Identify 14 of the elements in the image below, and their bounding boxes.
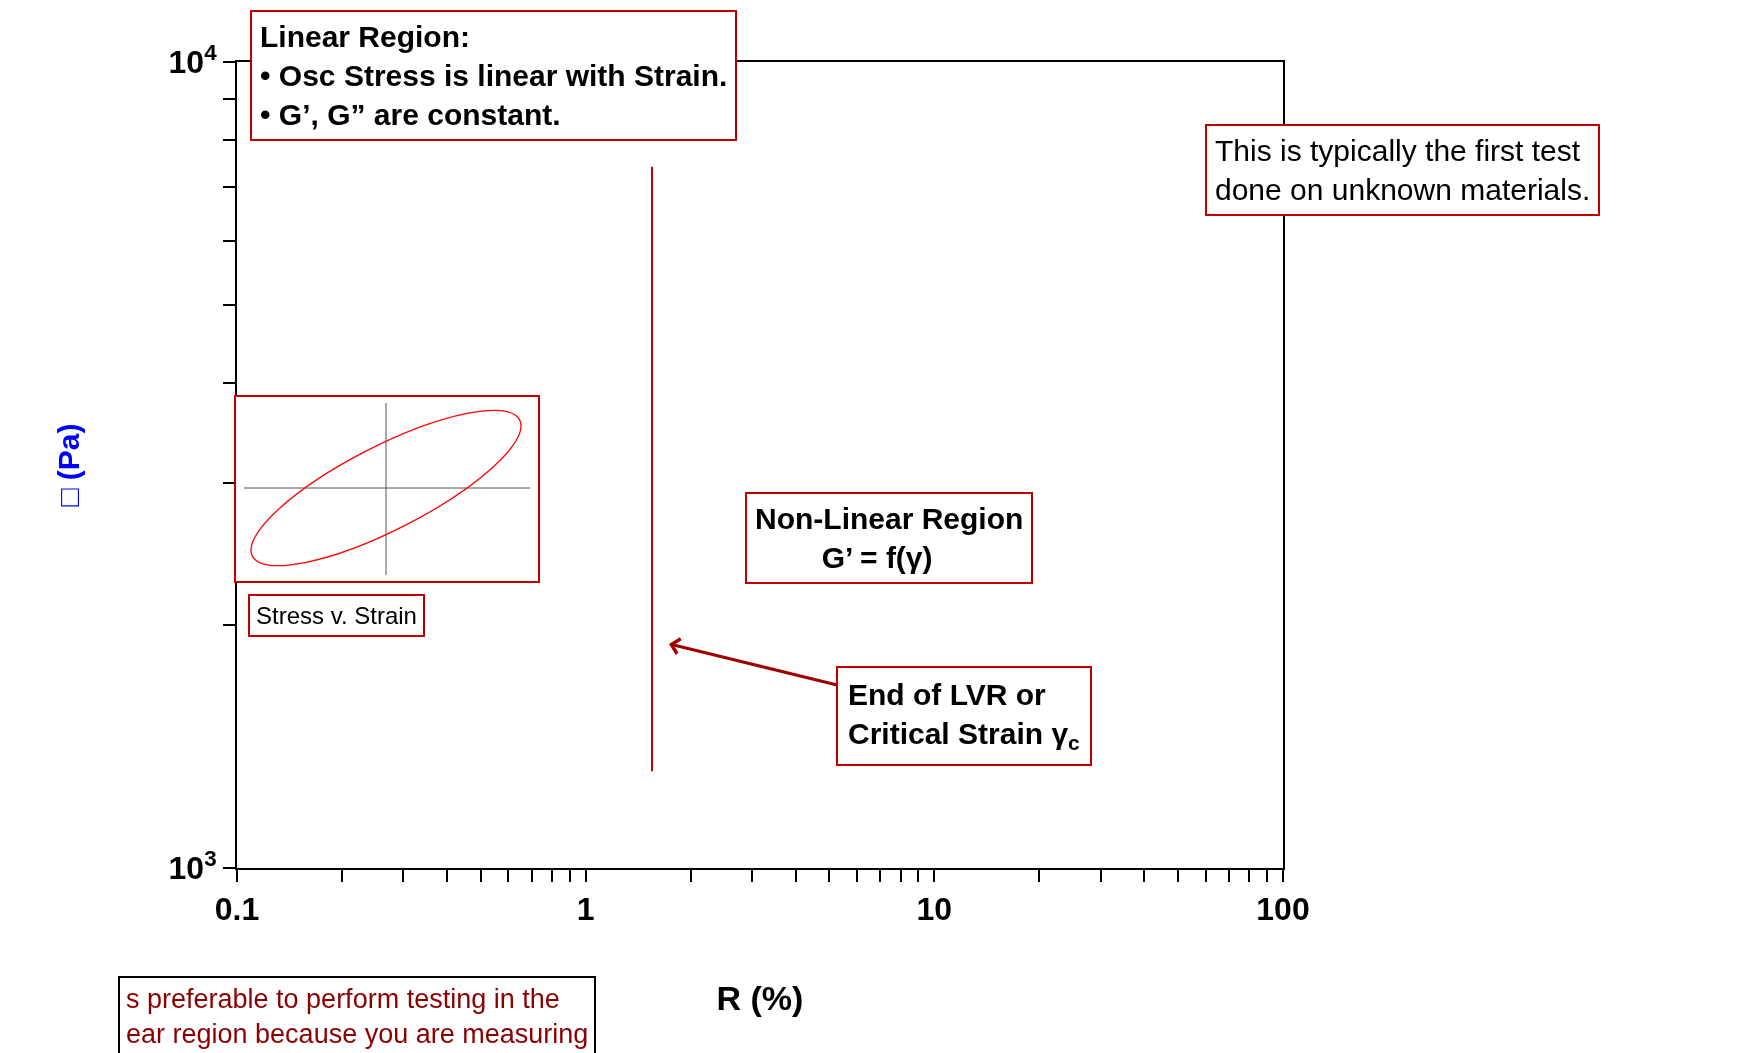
x-axis-title: R (%)	[716, 979, 804, 1018]
text: s preferable to perform testing in the ear region because you are measuring	[126, 984, 589, 1050]
x-tick-label: 1	[576, 891, 595, 928]
x-tick-label: 10	[916, 891, 953, 928]
annotation: Linear Region: • Osc Stress is linear with Strain. • G’, G” are constant.	[260, 20, 728, 131]
annotation: This is typically the first test done on unknown materials.	[1215, 134, 1591, 206]
annotation: Stress v. Strain	[256, 602, 417, 629]
y-tick-label: 10$^{3}$	[168, 845, 217, 887]
y-tick-label: 10$^{4}$	[168, 39, 218, 81]
x-tick-label: 100	[1256, 891, 1310, 928]
annotation: Non-Linear Region G’ = f(γ)	[755, 502, 1024, 574]
x-tick-label: 0.1	[214, 891, 260, 928]
y-axis-title: □ (Pa)	[52, 423, 86, 507]
annotation: End of LVR or Critical Strain γ$_{c}$	[848, 678, 1081, 755]
